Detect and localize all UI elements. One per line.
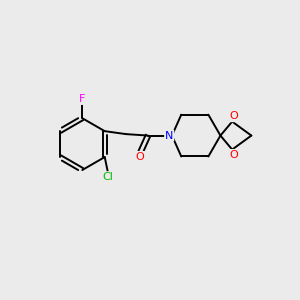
Text: F: F	[79, 94, 85, 104]
Text: N: N	[165, 130, 173, 141]
Text: O: O	[135, 152, 144, 162]
Text: Cl: Cl	[103, 172, 114, 182]
Text: O: O	[229, 111, 238, 121]
Text: O: O	[229, 150, 238, 160]
